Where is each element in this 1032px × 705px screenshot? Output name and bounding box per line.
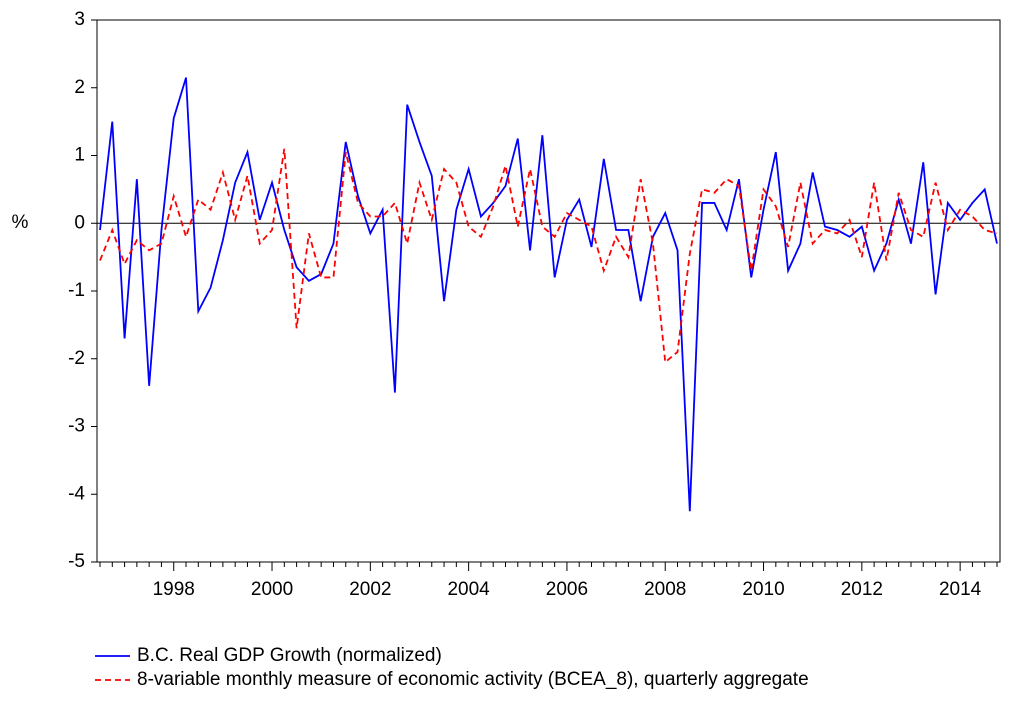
x-tick-label: 2002	[349, 579, 391, 600]
series-line	[99, 77, 998, 512]
legend-label: 8-variable monthly measure of economic a…	[137, 669, 809, 690]
y-tick-label: -4	[68, 483, 85, 504]
x-tick-label: 2010	[742, 579, 784, 600]
y-tick-label: 1	[74, 145, 85, 166]
y-axis-label: %	[12, 212, 29, 233]
y-tick-label: -3	[68, 416, 85, 437]
plot-frame	[96, 19, 1001, 563]
x-tick-label: 2008	[644, 579, 686, 600]
y-tick-label: -1	[68, 280, 85, 301]
legend-label: B.C. Real GDP Growth (normalized)	[137, 645, 442, 666]
x-tick-label: 2012	[841, 579, 883, 600]
y-tick-label: 3	[74, 9, 85, 30]
series-line	[99, 148, 998, 364]
y-tick-label: 2	[74, 77, 85, 98]
x-tick-label: 2004	[447, 579, 490, 600]
y-tick-label: -5	[68, 551, 85, 572]
x-tick-label: 2006	[546, 579, 588, 600]
y-tick-label: 0	[74, 212, 85, 233]
y-tick-label: -2	[68, 348, 85, 369]
x-tick-label: 2014	[939, 579, 982, 600]
x-tick-label: 1998	[153, 579, 195, 600]
x-tick-label: 2000	[251, 579, 293, 600]
